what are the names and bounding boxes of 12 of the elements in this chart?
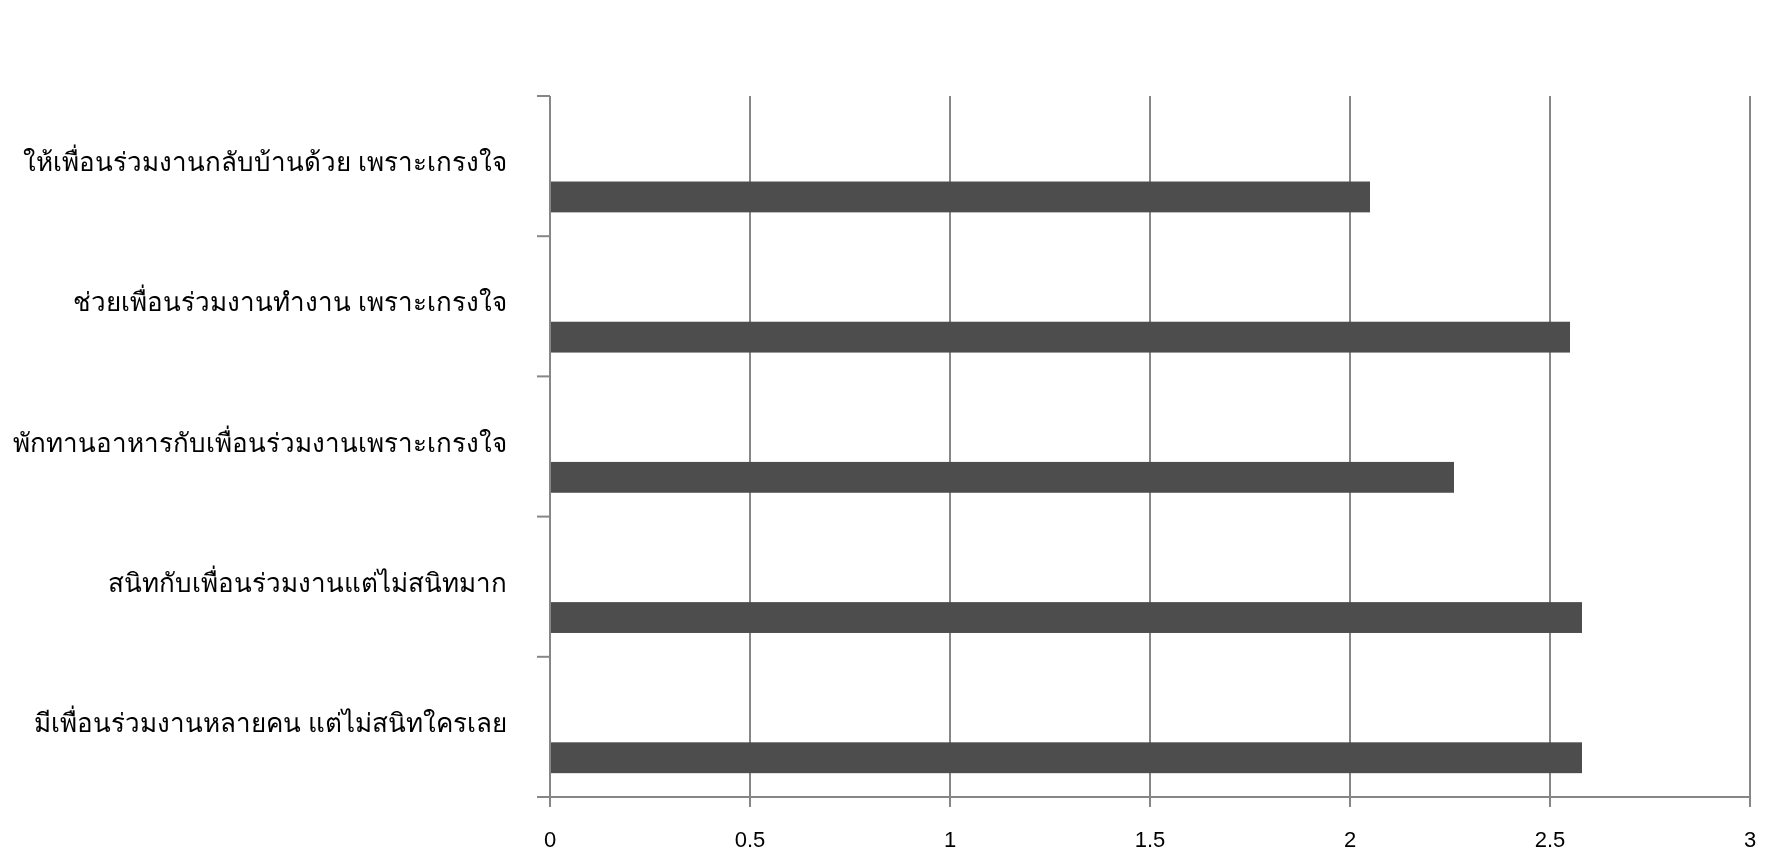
- y-tick-label: ช่วยเพื่อนร่วมงานทำงาน เพราะเกรงใจ: [72, 284, 507, 318]
- y-tick-label: ให้เพื่อนร่วมงานกลับบ้านด้วย เพราะเกรงใจ: [22, 144, 507, 178]
- x-tick-label: 1.5: [1134, 826, 1166, 852]
- x-tick-label: 0.5: [734, 826, 766, 852]
- y-tick-label: มีเพื่อนร่วมงานหลายคน แต่ไม่สนิทใครเลย: [33, 704, 507, 738]
- y-tick-label: พักทานอาหารกับเพื่อนร่วมงานเพราะเกรงใจ: [13, 424, 507, 458]
- x-tick-label: 0: [543, 826, 557, 852]
- x-tick-label: 3: [1743, 826, 1757, 852]
- x-tick-label: 1: [943, 826, 957, 852]
- x-tick-label: 2.5: [1534, 826, 1566, 852]
- y-tick-label: สนิทกับเพื่อนร่วมงานแต่ไม่สนิทมาก: [108, 564, 507, 598]
- x-tick-label: 2: [1343, 826, 1357, 852]
